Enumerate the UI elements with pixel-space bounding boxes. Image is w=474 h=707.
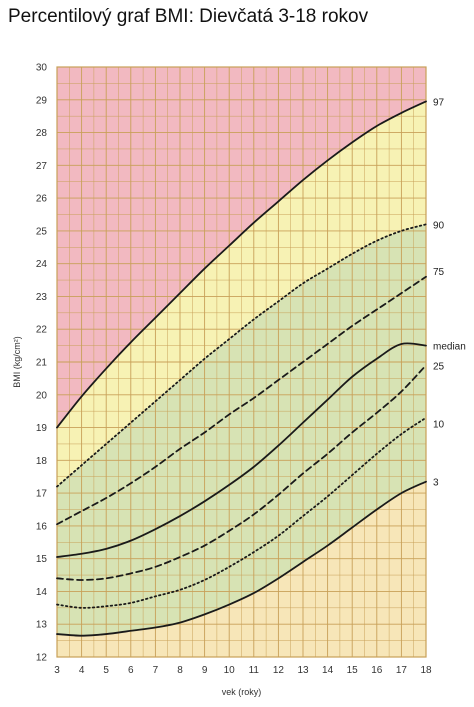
percentile-label-75: 75 <box>433 267 445 278</box>
x-axis-label: vek (roky) <box>222 687 262 697</box>
y-tick-label: 27 <box>36 161 48 172</box>
zone-below-3 <box>57 481 426 657</box>
x-tick-label: 16 <box>371 665 383 676</box>
x-tick-label: 7 <box>153 665 159 676</box>
zone-above-97 <box>57 67 426 428</box>
y-tick-label: 17 <box>36 489 48 500</box>
y-tick-label: 16 <box>36 521 48 532</box>
x-tick-label: 9 <box>202 665 208 676</box>
x-tick-label: 8 <box>177 665 183 676</box>
x-tick-label: 13 <box>297 665 309 676</box>
x-tick-label: 18 <box>420 665 432 676</box>
y-axis-label: BMI (kg/cm²) <box>12 336 22 388</box>
y-tick-label: 13 <box>36 620 48 631</box>
percentile-label-97: 97 <box>433 97 445 108</box>
x-tick-label: 6 <box>128 665 134 676</box>
y-tick-label: 24 <box>36 259 48 270</box>
percentile-label-25: 25 <box>433 361 445 372</box>
percentile-line-90 <box>56 223 427 488</box>
page-title: Percentilový graf BMI: Dievčatá 3-18 rok… <box>8 6 369 27</box>
y-tick-label: 28 <box>36 128 48 139</box>
y-tick-label: 23 <box>36 292 48 303</box>
x-tick-label: 4 <box>79 665 85 676</box>
percentile-label-3: 3 <box>433 478 439 489</box>
y-tick-label: 26 <box>36 194 48 205</box>
percentile-label-10: 10 <box>433 420 445 431</box>
percentile-line-75 <box>56 275 427 526</box>
y-tick-label: 14 <box>36 587 48 598</box>
y-tick-label: 15 <box>36 554 48 565</box>
x-tick-label: 15 <box>347 665 359 676</box>
percentile-line-median <box>56 342 427 558</box>
x-tick-label: 10 <box>224 665 236 676</box>
x-tick-label: 17 <box>396 665 408 676</box>
y-tick-label: 25 <box>36 226 48 237</box>
x-tick-label: 12 <box>273 665 285 676</box>
x-tick-label: 14 <box>322 665 334 676</box>
percentile-line-25 <box>56 364 427 581</box>
percentile-line-10 <box>56 416 427 609</box>
x-tick-label: 3 <box>54 665 60 676</box>
y-tick-label: 22 <box>36 325 48 336</box>
percentile-line-97 <box>56 100 427 429</box>
y-tick-label: 20 <box>36 390 48 401</box>
percentile-label-90: 90 <box>433 220 445 231</box>
x-tick-label: 5 <box>103 665 109 676</box>
y-tick-label: 18 <box>36 456 48 467</box>
y-tick-label: 29 <box>36 95 48 106</box>
percentile-labels: 3 10 25 median 75 90 97 <box>433 97 466 488</box>
plot-border <box>56 66 427 658</box>
percentile-label-median: median <box>433 342 466 353</box>
y-tick-label: 12 <box>36 653 48 664</box>
x-tick-label: 11 <box>249 665 260 676</box>
y-tick-label: 21 <box>36 358 48 369</box>
chart-grid <box>56 66 427 658</box>
y-tick-label: 30 <box>36 63 48 74</box>
percentile-line-3 <box>56 480 427 637</box>
x-axis-ticks: 3 4 5 6 7 8 9 10 11 12 13 14 15 16 17 18 <box>54 665 432 676</box>
y-axis-ticks: 12 13 14 15 16 17 18 19 20 21 22 23 24 25 26 27 28 29 30 <box>36 63 48 664</box>
y-tick-label: 19 <box>36 423 48 434</box>
percentile-lines <box>56 100 427 637</box>
